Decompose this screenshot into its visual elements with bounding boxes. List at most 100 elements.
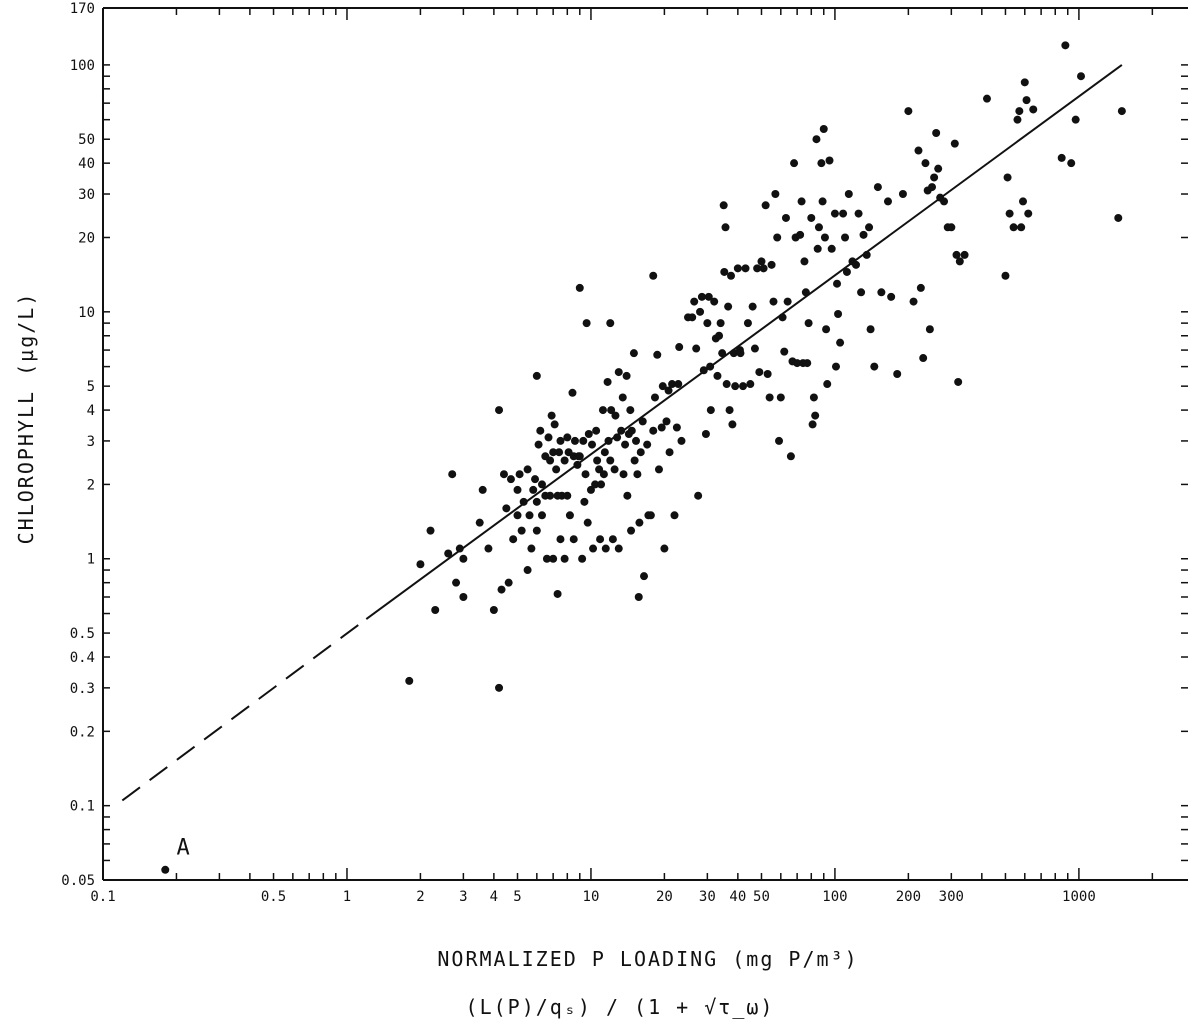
x-tick-label: 50 [753,889,770,905]
data-point [622,371,631,380]
data-point [801,288,810,297]
data-point [1022,96,1031,105]
data-point [1017,223,1026,232]
data-point [542,554,551,563]
data-point [724,302,733,311]
data-point [599,470,608,479]
data-point [475,518,484,527]
data-point [883,197,892,206]
x-tick-label: 40 [729,889,746,905]
data-point [546,491,555,500]
data-point [914,146,923,155]
data-point [623,491,632,500]
data-point [827,244,836,253]
x-tick-label: 20 [656,889,673,905]
data-point [834,309,843,318]
data-point [909,297,918,306]
data-point [614,368,623,377]
data-point [934,164,943,173]
data-point [776,393,785,402]
data-point [670,511,679,520]
data-point [775,436,784,445]
data-point [575,283,584,292]
regression-lines [121,64,1123,802]
y-tick-label: 170 [70,1,95,17]
data-point [537,480,546,489]
data-point [611,411,620,420]
data-point [506,475,515,484]
data-point [597,480,606,489]
data-point [947,223,956,232]
data-point [729,349,738,358]
data-point [722,380,731,389]
data-point [553,589,562,598]
x-tick-label: 1 [343,889,351,905]
data-point [699,366,708,375]
data-point [593,456,602,465]
data-point [1071,115,1080,124]
data-point [668,380,677,389]
data-point [1018,197,1027,206]
data-point [778,313,787,322]
data-point [1067,159,1076,168]
data-point [1114,213,1123,222]
data-point [696,307,705,316]
data-point [780,347,789,356]
data-point [1015,107,1024,116]
data-point [444,549,453,558]
data-point [809,393,818,402]
data-point [822,325,831,334]
axis-ticks: 0.1 0.5 1 2 3 4 5 10 20 30 40 50 100 200 300 10000.050.… [61,1,1188,905]
plot-frame [102,7,1188,881]
data-point [836,338,845,347]
data-point [650,393,659,402]
data-point [497,585,506,594]
data-point [812,135,821,144]
data-point [525,511,534,520]
data-point [513,485,522,494]
data-point [646,511,655,520]
x-tick-label: 2 [416,889,424,905]
data-point [606,319,615,328]
data-point [797,197,806,206]
data-point [1057,153,1066,162]
data-point [484,544,493,553]
y-tick-label: 3 [87,434,95,450]
data-point [657,423,666,432]
data-point [755,368,764,377]
x-tick-label: 0.1 [90,889,115,905]
y-tick-label: 0.4 [70,650,95,666]
data-point [582,319,591,328]
data-point [831,362,840,371]
data-point [664,386,673,395]
data-point [877,288,886,297]
data-point [560,456,569,465]
data-point [601,544,610,553]
data-point [887,292,896,301]
data-point [674,380,683,389]
x-axis-formula: (L(P)/qₛ) / (1 + √τ_ω) [466,995,775,1019]
data-point [820,233,829,242]
data-point [598,406,607,415]
data-point [606,456,615,465]
data-point [813,244,822,253]
data-point [536,426,545,435]
data-point [580,497,589,506]
data-point [596,535,605,544]
y-tick-label: 20 [78,230,95,246]
data-point [534,440,543,449]
data-point [459,554,468,563]
data-point [731,382,740,391]
data-point [632,436,641,445]
data-point [803,359,812,368]
data-point [750,344,759,353]
data-point [728,420,737,429]
data-point [1020,78,1029,87]
data-point [627,426,636,435]
data-point [570,436,579,445]
data-point [478,485,487,494]
data-point [653,350,662,359]
data-point [630,456,639,465]
x-tick-label: 100 [822,889,847,905]
y-tick-label: 0.3 [70,681,95,697]
